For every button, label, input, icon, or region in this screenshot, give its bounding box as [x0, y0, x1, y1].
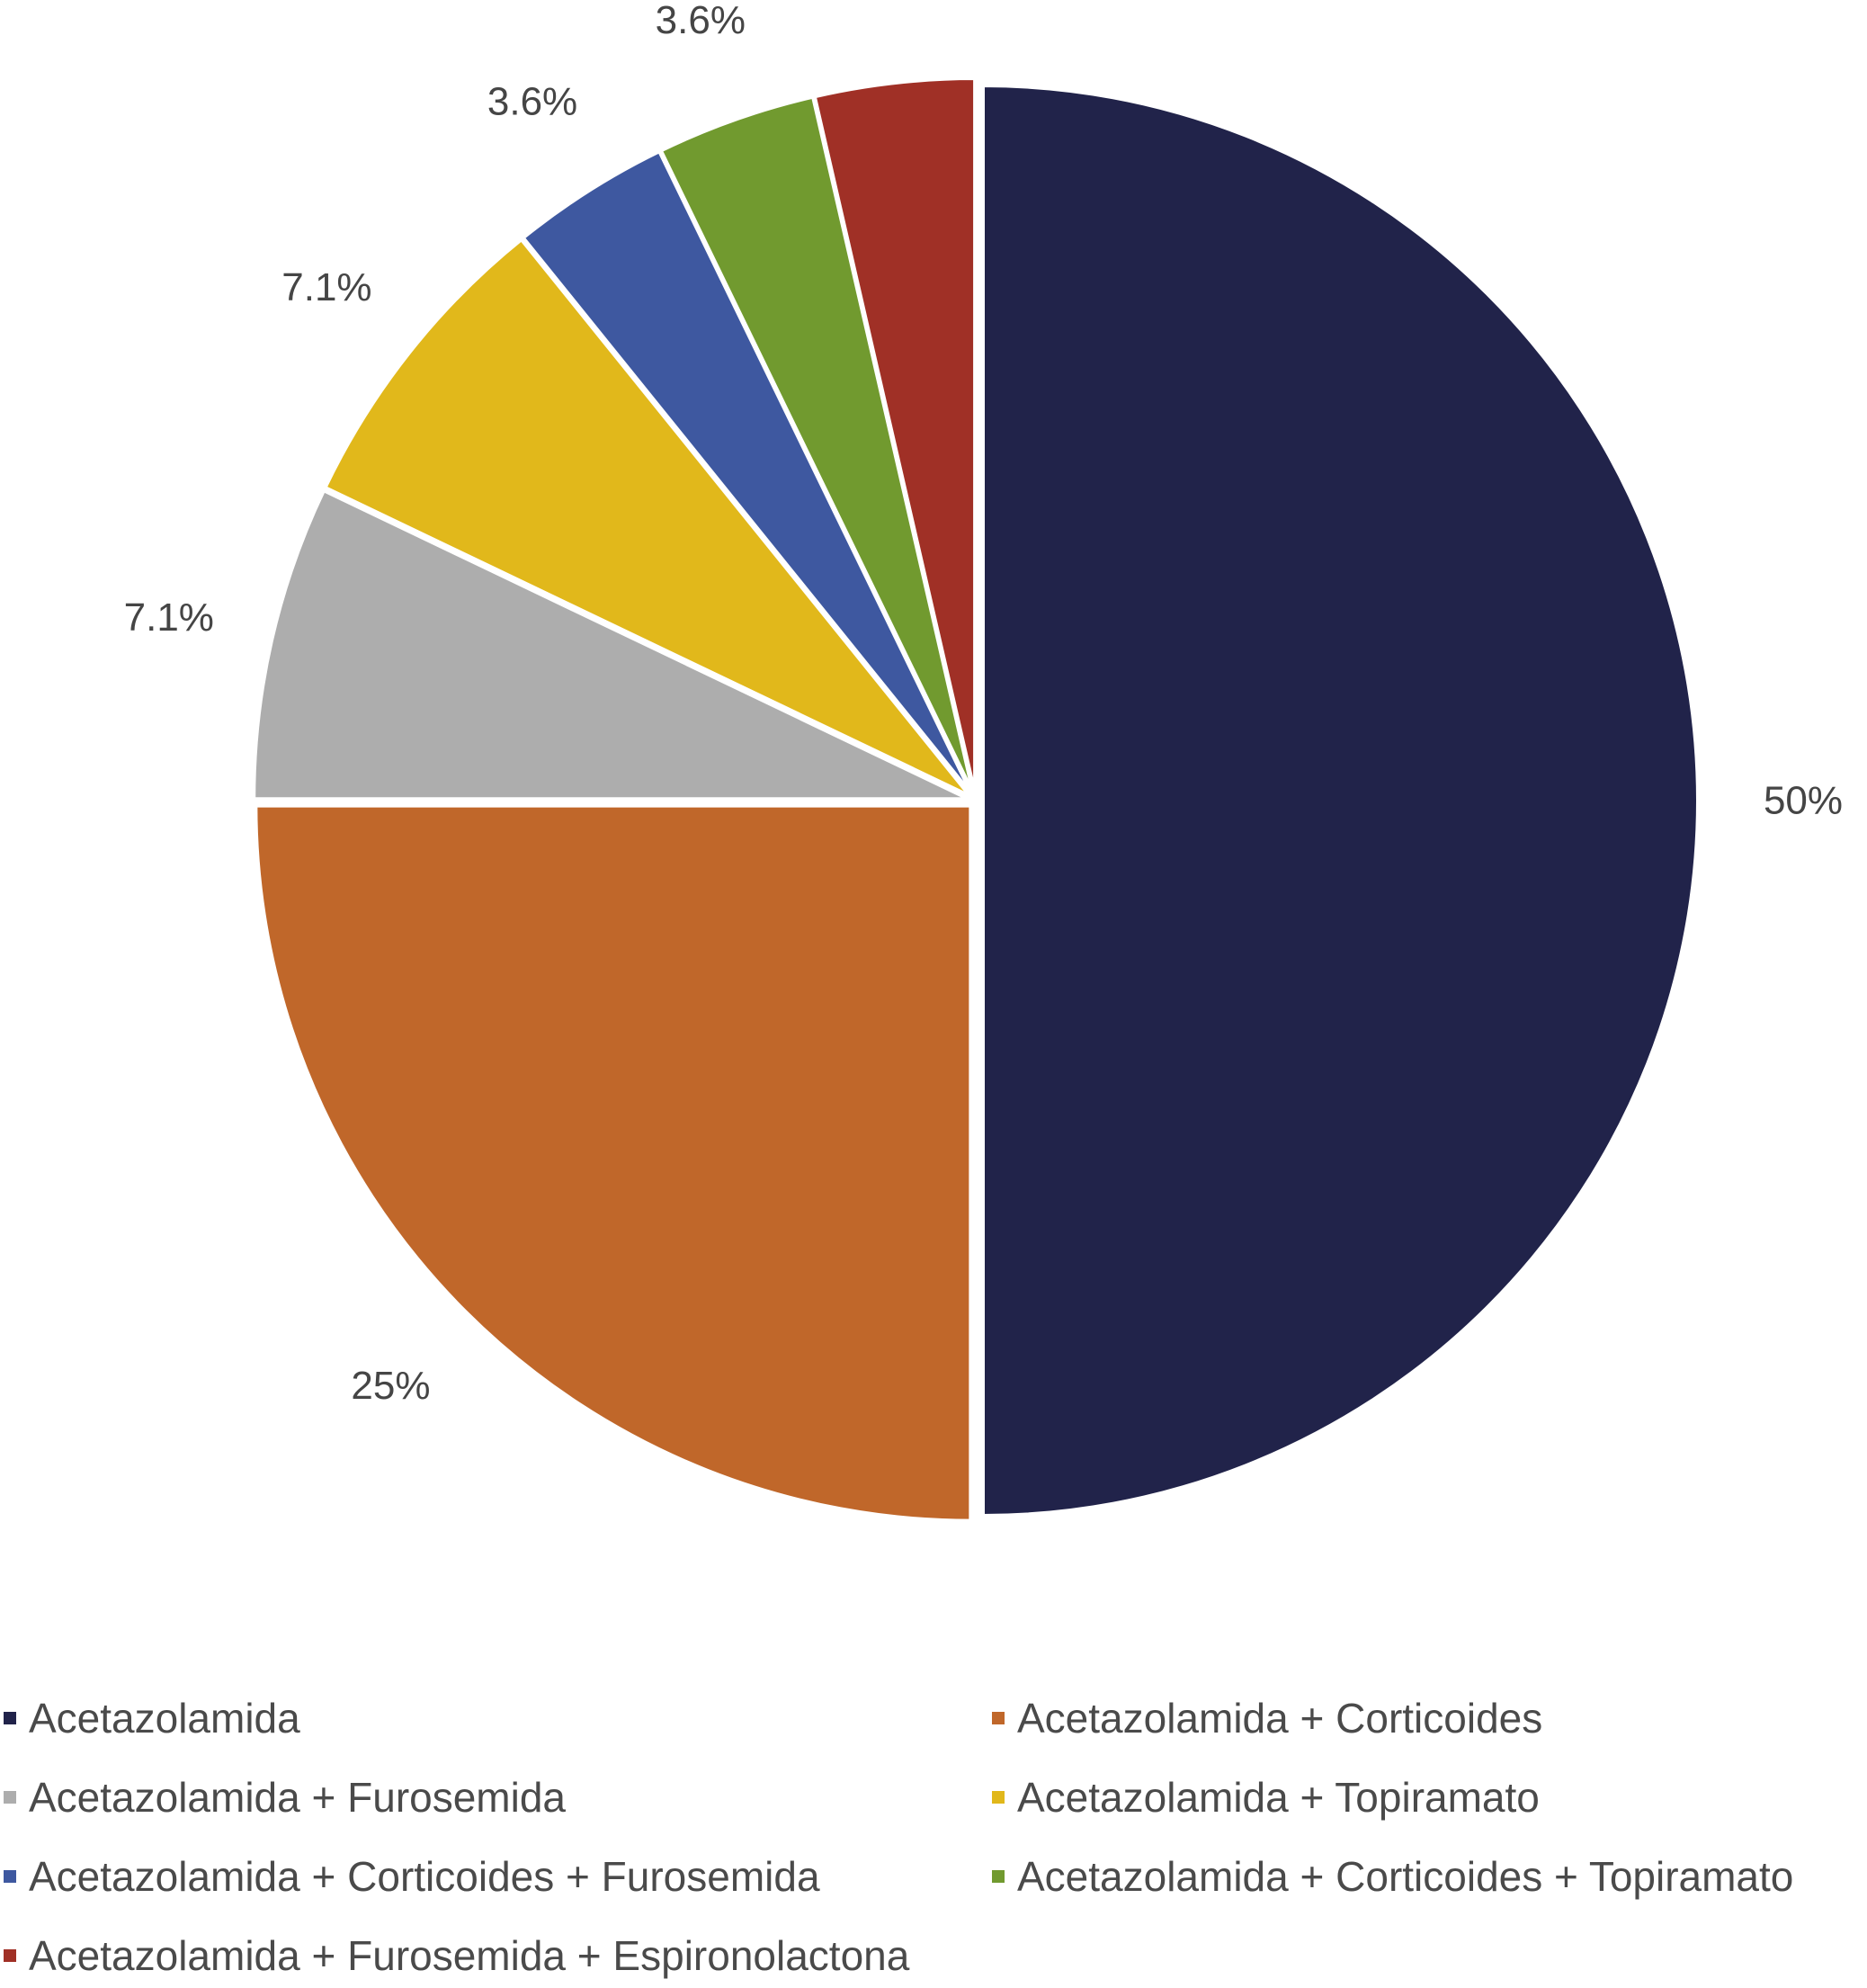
legend-label: Acetazolamida + Topiramato — [1017, 1774, 1540, 1821]
legend-item-acetazolamida-corticoides: Acetazolamida + Corticoides — [992, 1691, 1542, 1745]
pie-slice-acetazolamida-corticoides — [254, 803, 973, 1523]
pie-data-labels: 50%25%7.1%7.1%3.6%3.6%3.6% — [124, 0, 1843, 1408]
pie-slice-acetazolamida-furosemida — [252, 488, 970, 801]
legend-label: Acetazolamida + Furosemida — [29, 1774, 567, 1821]
legend-swatch — [992, 1712, 1005, 1724]
legend-item-acetazolamida-corticoides-furosemida: Acetazolamida + Corticoides + Furosemida — [4, 1849, 820, 1903]
data-label-acetazolamida-furosemida: 7.1% — [124, 596, 214, 640]
legend-swatch — [4, 1949, 16, 1962]
legend-swatch — [4, 1712, 16, 1724]
legend-label: Acetazolamida + Furosemida + Espironolac… — [29, 1932, 910, 1979]
legend-label: Acetazolamida + Corticoides + Furosemida — [29, 1853, 820, 1900]
legend-swatch — [4, 1791, 16, 1804]
pie-slice-acetazolamida-furosemida-espironolactona — [812, 76, 978, 794]
data-label-acetazolamida: 50% — [1764, 779, 1843, 823]
legend-item-acetazolamida-furosemida: Acetazolamida + Furosemida — [4, 1770, 566, 1824]
legend-swatch — [992, 1870, 1005, 1883]
legend-item-acetazolamida-furosemida-espironolactona: Acetazolamida + Furosemida + Espironolac… — [4, 1929, 909, 1983]
legend-item-acetazolamida-corticoides-topiramato: Acetazolamida + Corticoides + Topiramato — [992, 1849, 1793, 1903]
pie-slice-acetazolamida — [981, 83, 1700, 1518]
data-label-acetazolamida-corticoides-furosemida: 3.6% — [487, 80, 577, 124]
legend-label: Acetazolamida — [29, 1695, 300, 1742]
data-label-acetazolamida-topiramato: 7.1% — [281, 265, 371, 309]
data-label-acetazolamida-corticoides-topiramato: 3.6% — [656, 0, 746, 42]
chart-legend: Acetazolamida Acetazolamida + Corticoides… — [0, 1691, 1867, 1988]
legend-item-acetazolamida: Acetazolamida — [4, 1691, 300, 1745]
legend-label: Acetazolamida + Corticoides — [1017, 1695, 1543, 1742]
legend-swatch — [4, 1870, 16, 1883]
legend-item-acetazolamida-topiramato: Acetazolamida + Topiramato — [992, 1770, 1540, 1824]
legend-label: Acetazolamida + Corticoides + Topiramato — [1017, 1853, 1794, 1900]
data-label-acetazolamida-corticoides: 25% — [351, 1364, 430, 1408]
legend-swatch — [992, 1791, 1005, 1804]
pie-slices — [252, 76, 1700, 1523]
pie-slice-acetazolamida-topiramato — [322, 237, 972, 798]
